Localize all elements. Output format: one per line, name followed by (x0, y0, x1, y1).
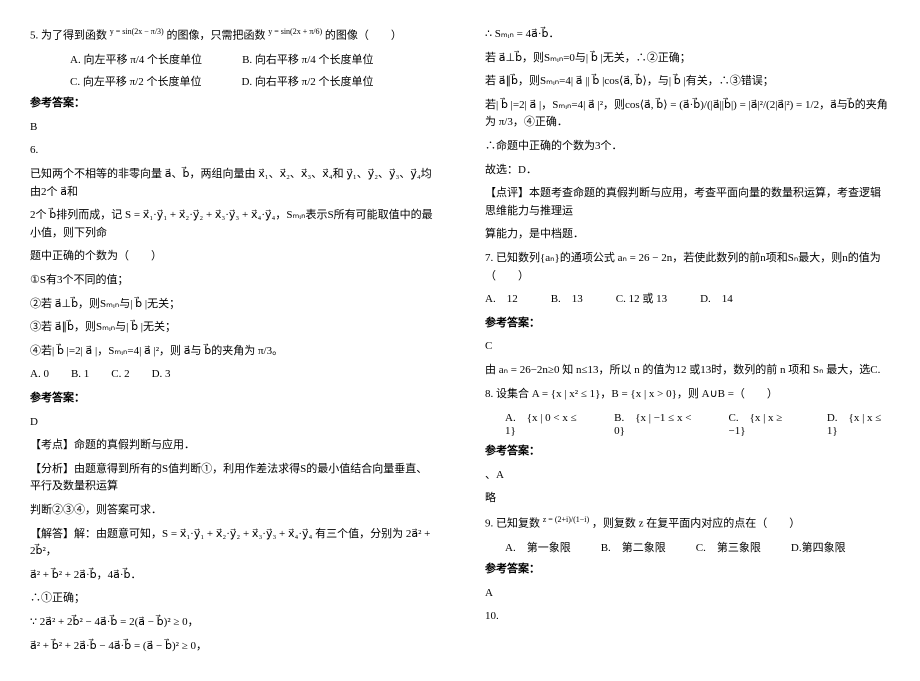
q5-formula2: y = sin(2x + π/6) (268, 27, 322, 36)
q7-exp: 由 aₙ = 26−2n≥0 知 n≤13，所以 n 的值为12 或13时，数列… (485, 362, 890, 380)
q8-optB: B. {x | −1 ≤ x < 0} (614, 409, 698, 437)
q7-ans: C (485, 338, 890, 356)
q6-fenxi1: 【分析】由题意得到所有的S值判断①，利用作差法求得S的最小值结合向量垂直、平行及… (30, 461, 435, 496)
q9-optD: D.第四象限 (791, 539, 846, 555)
q9-options: A. 第一象限 B. 第二象限 C. 第三象限 D.第四象限 (485, 539, 890, 555)
q6-jie5: a⃗² + b⃗² + 2a⃗·b⃗ − 4a⃗·b⃗ = (a⃗ − b⃗)²… (30, 638, 435, 656)
cont-l5: ∴命题中正确的个数为3个． (485, 138, 890, 156)
q8-optD: D. {x | x ≤ 1} (827, 409, 890, 437)
q6-num: 6. (30, 142, 435, 160)
q9-suffix: ，则复数 z 在复平面内对应的点在（ ） (592, 518, 800, 530)
q8-optC: C. {x | x ≥ −1} (728, 409, 796, 437)
q8-optA: A. {x | 0 < x ≤ 1} (505, 409, 584, 437)
q5-ans: B (30, 119, 435, 137)
q9-optB: B. 第二象限 (601, 539, 666, 555)
q7-ans-label: 参考答案： (485, 315, 890, 333)
q5-ans-label: 参考答案： (30, 95, 435, 113)
q5-options-row2: C. 向左平移 π/2 个长度单位 D. 向右平移 π/2 个长度单位 (30, 73, 435, 89)
q5-prefix: 5. 为了得到函数 (30, 30, 107, 42)
q6-s3: ③若 a⃗∥b⃗，则Sₘᵢₙ与| b⃗ |无关； (30, 319, 435, 337)
q5-optA: A. 向左平移 π/4 个长度单位 (70, 51, 202, 67)
q9-ans-label: 参考答案： (485, 561, 890, 579)
cont-l8: 算能力，是中档题． (485, 226, 890, 244)
q10-num: 10. (485, 608, 890, 626)
q6-p2: 2个 b⃗排列而成，记 S = x⃗₁·y⃗₁ + x⃗₂·y⃗₂ + x⃗₃·… (30, 207, 435, 242)
cont-l2: 若 a⃗⊥b⃗，则Sₘᵢₙ=0与| b⃗ |无关，∴②正确； (485, 50, 890, 68)
q6-jie1: 【解答】解：由题意可知，S = x⃗₁·y⃗₁ + x⃗₂·y⃗₂ + x⃗₃·… (30, 526, 435, 561)
q8-options: A. {x | 0 < x ≤ 1} B. {x | −1 ≤ x < 0} C… (485, 409, 890, 437)
q6-p1: 已知两个不相等的非零向量 a⃗、b⃗，两组向量由 x⃗₁、x⃗₂、x⃗₃、x⃗₄… (30, 166, 435, 201)
q5-mid: 的图像，只需把函数 (166, 30, 265, 42)
q6-s1: ①S有3个不同的值； (30, 272, 435, 290)
q6-ans-label: 参考答案： (30, 390, 435, 408)
q8-ans: 、A (485, 467, 890, 485)
q7-opts: A. 12 B. 13 C. 12 或 13 D. 14 (485, 291, 890, 309)
left-column: 5. 为了得到函数 y = sin(2x − π/3) 的图像，只需把函数 y … (30, 20, 435, 661)
q5-formula1: y = sin(2x − π/3) (110, 27, 164, 36)
q6-fenxi2: 判断②③④，则答案可求． (30, 502, 435, 520)
cont-l3: 若 a⃗∥b⃗，则Sₘᵢₙ=4| a⃗ || b⃗ |cos⟨a⃗, b⃗⟩，与… (485, 73, 890, 91)
q5-suffix: 的图像（ ） (325, 30, 402, 42)
q8-stem: 8. 设集合 A = {x | x² ≤ 1}，B = {x | x > 0}，… (485, 386, 890, 404)
q6-s4: ④若| b⃗ |=2| a⃗ |，Sₘᵢₙ=4| a⃗ |²，则 a⃗与 b⃗的… (30, 343, 435, 361)
q6-p3: 题中正确的个数为（ ） (30, 248, 435, 266)
q7-stem: 7. 已知数列{aₙ}的通项公式 aₙ = 26 − 2n，若使此数列的前n项和… (485, 250, 890, 285)
q5-optD: D. 向右平移 π/2 个长度单位 (241, 73, 373, 89)
q6-kaodian: 【考点】命题的真假判断与应用． (30, 437, 435, 455)
q6-jie3: ∴①正确； (30, 590, 435, 608)
q9-stem: 9. 已知复数 z = (2+i)/(1−i) ，则复数 z 在复平面内对应的点… (485, 514, 890, 533)
cont-l1: ∴ Sₘᵢₙ = 4a⃗·b⃗． (485, 26, 890, 44)
q5-optC: C. 向左平移 π/2 个长度单位 (70, 73, 201, 89)
q6-opts: A. 0 B. 1 C. 2 D. 3 (30, 366, 435, 384)
q6-s2: ②若 a⃗⊥b⃗，则Sₘᵢₙ与| b⃗ |无关； (30, 296, 435, 314)
q5-optB: B. 向右平移 π/4 个长度单位 (242, 51, 373, 67)
q5-stem: 5. 为了得到函数 y = sin(2x − π/3) 的图像，只需把函数 y … (30, 26, 435, 45)
q5-options-row1: A. 向左平移 π/4 个长度单位 B. 向右平移 π/4 个长度单位 (30, 51, 435, 67)
q6-jie2: a⃗² + b⃗² + 2a⃗·b⃗，4a⃗·b⃗． (30, 567, 435, 585)
q9-optC: C. 第三象限 (696, 539, 761, 555)
q8-exp: 略 (485, 490, 890, 508)
q9-prefix: 9. 已知复数 (485, 518, 540, 530)
q8-ans-label: 参考答案： (485, 443, 890, 461)
q9-formula: z = (2+i)/(1−i) (543, 515, 589, 524)
cont-l4: 若| b⃗ |=2| a⃗ |，Sₘᵢₙ=4| a⃗ |²，则cos⟨a⃗, b… (485, 97, 890, 132)
q9-ans: A (485, 585, 890, 603)
q6-jie4: ∵ 2a⃗² + 2b⃗² − 4a⃗·b⃗ = 2(a⃗ − b⃗)² ≥ 0… (30, 614, 435, 632)
cont-l7: 【点评】本题考查命题的真假判断与应用，考查平面向量的数量积运算，考查逻辑思维能力… (485, 185, 890, 220)
q9-optA: A. 第一象限 (505, 539, 571, 555)
q6-ans: D (30, 414, 435, 432)
cont-l6: 故选：D． (485, 162, 890, 180)
right-column: ∴ Sₘᵢₙ = 4a⃗·b⃗． 若 a⃗⊥b⃗，则Sₘᵢₙ=0与| b⃗ |无… (485, 20, 890, 661)
